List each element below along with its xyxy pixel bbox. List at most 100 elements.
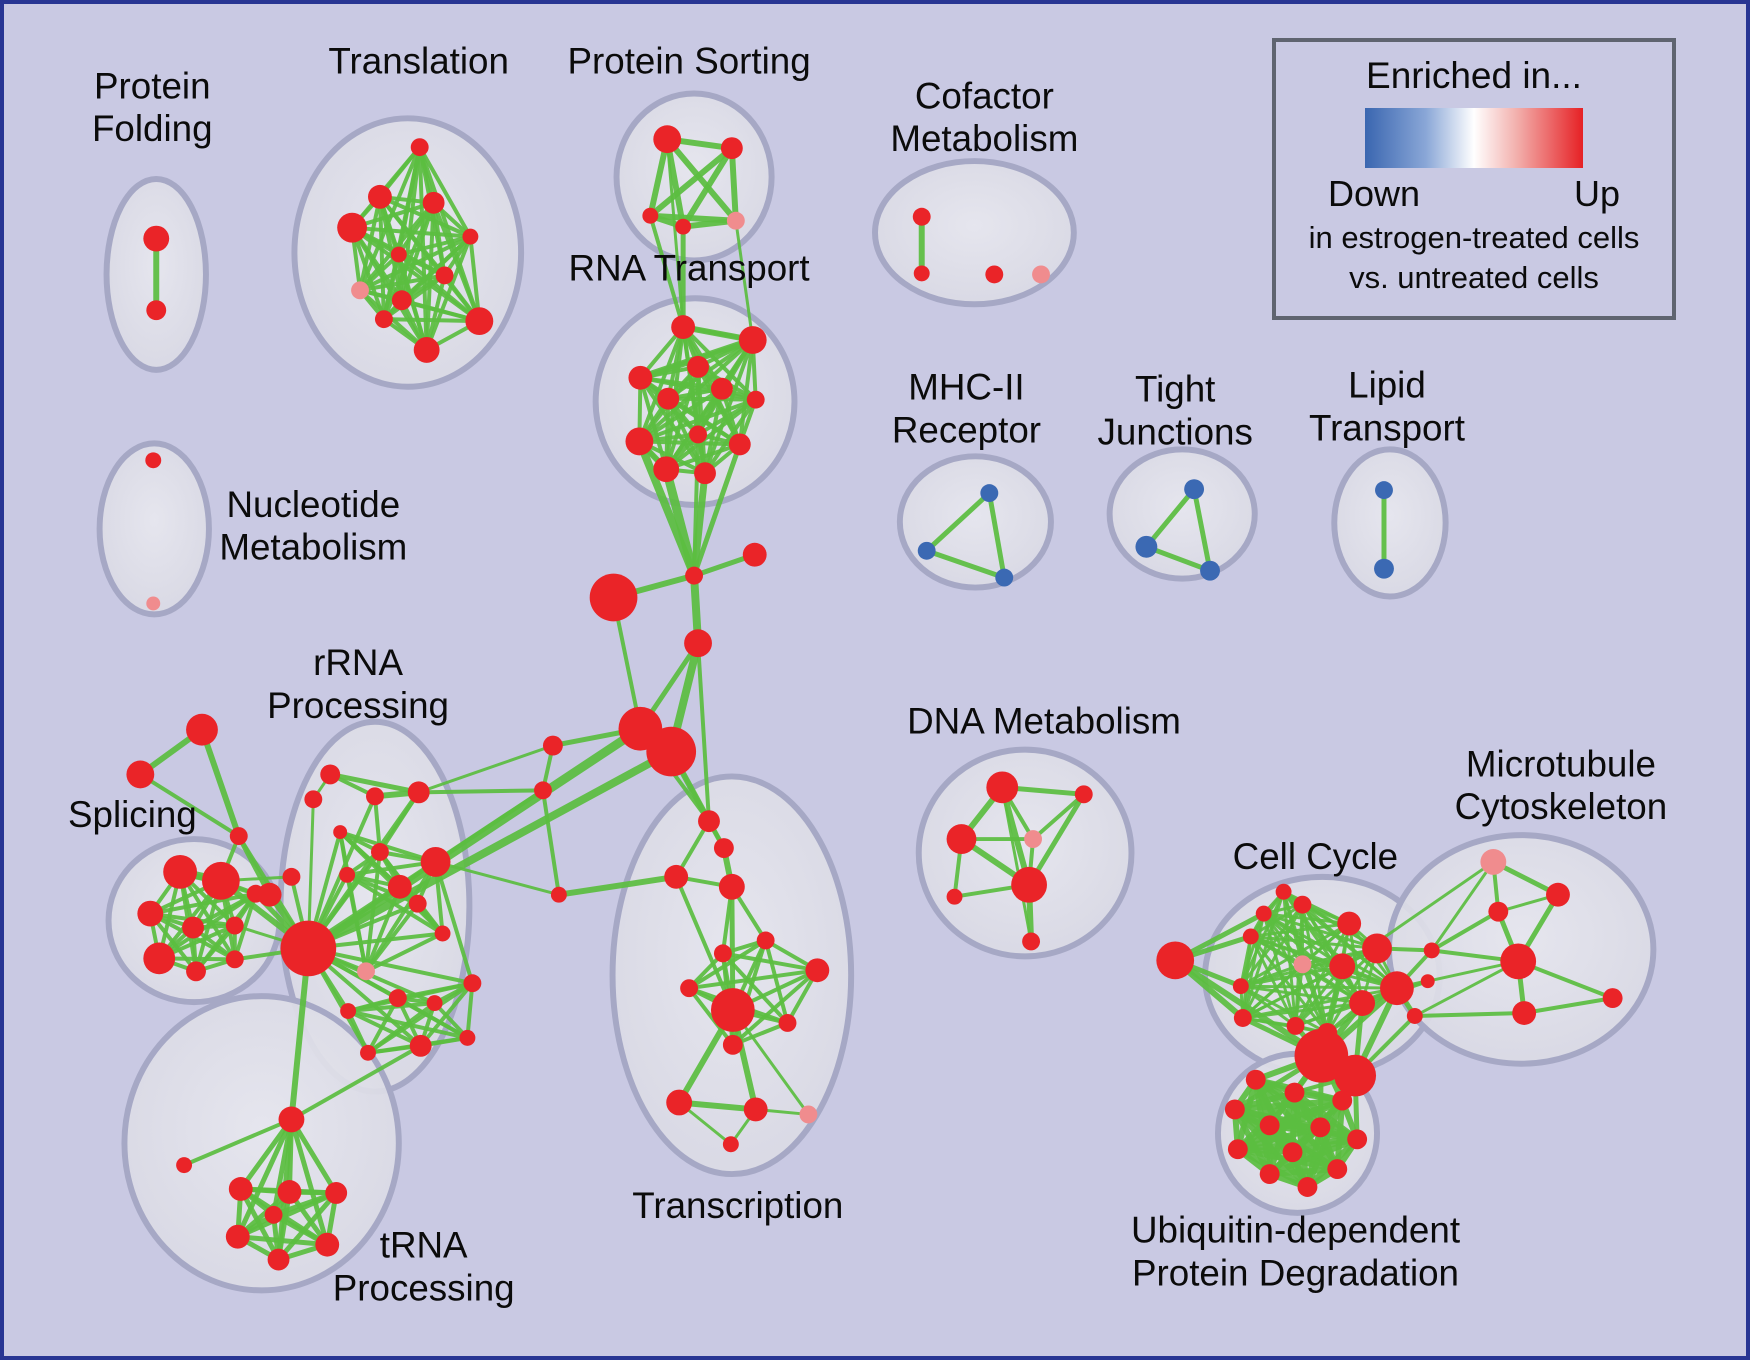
network-edge <box>431 200 482 324</box>
geneset-node <box>459 1029 476 1046</box>
legend-gradient-bar <box>1365 108 1583 168</box>
network-edge <box>687 938 768 991</box>
geneset-node <box>229 827 248 846</box>
geneset-node <box>360 1044 376 1061</box>
cluster-label-trna-processing: Processing <box>333 1267 515 1308</box>
cluster-label-trna-processing: tRNA <box>380 1225 468 1266</box>
network-edge <box>194 891 258 974</box>
network-edge <box>1191 486 1213 574</box>
network-edge <box>288 1116 339 1196</box>
geneset-node <box>1294 1028 1349 1083</box>
geneset-node <box>1224 1099 1245 1120</box>
network-edge <box>1231 1097 1346 1113</box>
geneset-node <box>186 961 206 982</box>
network-edge <box>664 136 739 224</box>
network-edge <box>1000 785 1033 943</box>
geneset-node <box>653 125 682 154</box>
geneset-node <box>357 962 375 981</box>
network-edge <box>1031 792 1086 842</box>
network-edge <box>1239 890 1286 988</box>
geneset-node <box>126 760 155 789</box>
geneset-node <box>542 735 563 756</box>
legend-down-label: Down <box>1328 173 1421 214</box>
geneset-node <box>201 861 240 900</box>
network-edge <box>304 747 676 953</box>
network-edge <box>1172 957 1325 1059</box>
network-edge <box>271 1116 294 1218</box>
legend-up-label: Up <box>1573 173 1620 214</box>
geneset-node <box>182 916 204 939</box>
geneset-node <box>805 958 830 983</box>
network-edge <box>1239 984 1329 1035</box>
cluster-ellipse-dna-metabolism <box>915 746 1135 960</box>
cluster-ellipse-trna-processing <box>121 993 402 1294</box>
geneset-node <box>434 925 451 942</box>
cluster-label-nucleotide-metabolism: Metabolism <box>219 527 407 568</box>
legend-box: Enriched in... Down Up in estrogen-treat… <box>1272 38 1676 320</box>
cluster-label-ubiquitin-dependent-protein-degradation: Protein Degradation <box>1132 1252 1459 1293</box>
geneset-node <box>666 1089 693 1116</box>
geneset-node <box>722 1136 739 1153</box>
network-edge <box>358 273 447 293</box>
network-edge <box>647 145 735 219</box>
geneset-node <box>1329 953 1356 980</box>
network-edge <box>696 641 711 824</box>
network-edge <box>178 869 237 962</box>
geneset-node <box>1255 905 1272 922</box>
geneset-node <box>410 138 429 157</box>
network-edge <box>691 441 743 579</box>
network-edge <box>1249 903 1304 938</box>
network-edge <box>637 439 742 447</box>
geneset-node <box>1032 265 1050 284</box>
geneset-node <box>743 1097 768 1122</box>
legend-title: Enriched in... <box>1366 55 1582 96</box>
cluster-label-cofactor-metabolism: Cofactor <box>915 75 1054 116</box>
geneset-node <box>1286 1017 1305 1035</box>
network-edge <box>306 946 475 986</box>
geneset-node <box>778 1014 797 1032</box>
geneset-node <box>387 874 412 899</box>
network-edge <box>664 442 742 472</box>
network-edge <box>648 213 686 330</box>
network-edge <box>418 981 475 1048</box>
geneset-node <box>143 942 176 975</box>
network-edge <box>1413 959 1520 1018</box>
network-edge <box>468 234 482 324</box>
cluster-ellipse-lipid-transport <box>1331 446 1449 600</box>
geneset-node <box>1349 990 1376 1017</box>
geneset-node <box>1374 558 1394 579</box>
geneset-node <box>333 825 348 840</box>
network-edge <box>666 396 758 402</box>
network-edge <box>540 788 561 897</box>
geneset-node <box>946 824 977 854</box>
geneset-node <box>282 867 301 886</box>
network-edge <box>138 772 241 839</box>
geneset-node <box>713 944 732 963</box>
network-edge <box>358 200 436 293</box>
geneset-node <box>738 326 767 354</box>
geneset-node <box>913 265 930 282</box>
geneset-node <box>698 810 720 833</box>
network-edge <box>305 789 422 951</box>
geneset-node <box>426 995 443 1012</box>
geneset-node <box>799 1105 818 1124</box>
network-edge <box>1429 909 1501 953</box>
geneset-node <box>675 218 692 235</box>
geneset-node <box>351 281 369 300</box>
geneset-node <box>435 266 454 285</box>
geneset-node <box>550 886 567 903</box>
geneset-node <box>1233 1009 1252 1027</box>
network-edge <box>637 386 724 444</box>
network-edge <box>687 986 735 1047</box>
network-edge <box>1239 984 1364 1005</box>
geneset-node <box>1480 849 1507 875</box>
geneset-node <box>1488 901 1509 922</box>
network-edge <box>924 490 992 554</box>
geneset-node <box>689 425 707 444</box>
geneset-node <box>137 900 164 927</box>
geneset-node <box>1334 1054 1377 1097</box>
cluster-label-protein-folding: Folding <box>92 108 213 149</box>
cluster-ellipse-nucleotide-metabolism <box>96 440 212 618</box>
geneset-node <box>337 212 368 243</box>
geneset-node <box>228 1177 253 1201</box>
